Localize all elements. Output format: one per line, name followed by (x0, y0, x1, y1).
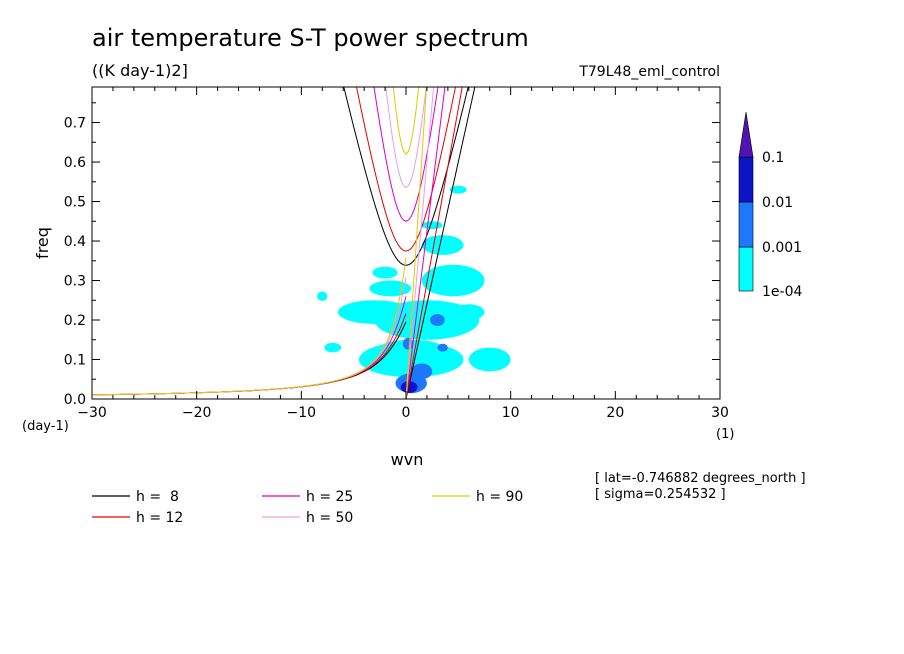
dispersion-curves (92, 87, 476, 399)
chart-units: ((K day-1)2] (92, 61, 188, 80)
x-axis-label: wvn (391, 450, 424, 469)
contour-patch-9 (449, 185, 467, 194)
contour-patch-19 (400, 381, 418, 394)
curve-h8-kelvin (405, 87, 476, 399)
contour-patch-8 (421, 221, 443, 230)
contour-patch-15 (411, 363, 433, 380)
contour-patch-17 (402, 337, 414, 350)
x-tick-label-6: 30 (711, 405, 729, 421)
chart-title: air temperature S-T power spectrum (92, 24, 529, 52)
contour-patch-3 (421, 264, 485, 297)
info-lat: [ lat=-0.746882 degrees_north ] (595, 471, 806, 486)
contour-patch-5 (421, 235, 464, 255)
contour-patch-13 (372, 266, 398, 279)
curve-h25-kelvin (405, 87, 446, 399)
colorbar: 1e-04 0.001 0.01 0.1 (738, 111, 802, 300)
colorbar-label-2: 0.01 (762, 195, 793, 211)
y-tick-label-7: 0.7 (64, 116, 86, 132)
contour-patch-16 (430, 314, 445, 326)
x-tick-label-4: 10 (502, 405, 520, 421)
curve-h50-kelvin (405, 87, 435, 399)
x-tick-label-0: −30 (77, 405, 107, 421)
contour-patches (317, 185, 511, 394)
colorbar-label-1: 0.001 (762, 240, 802, 256)
y-tick-label-2: 0.2 (64, 313, 86, 329)
y-unit-label: (day-1) (22, 419, 69, 434)
axis-ticks: −30 −20 −10 0 10 20 30 0.0 0.1 0.2 0.3 0.4 0.5 0.6 0.7 (64, 87, 729, 421)
colorbar-label-0: 1e-04 (762, 284, 802, 300)
legend-label-h50: h = 50 (306, 510, 353, 526)
contour-patch-2 (337, 300, 412, 324)
x-tick-label-5: 20 (606, 405, 624, 421)
legend-label-h25: h = 25 (306, 489, 353, 505)
contour-patch-12 (453, 304, 485, 321)
colorbar-box-1 (738, 201, 754, 248)
x-unit-label: (1) (716, 427, 734, 442)
y-tick-label-0: 0.0 (64, 392, 86, 408)
contour-patch-6 (468, 347, 511, 372)
contour-patch-11 (324, 342, 342, 353)
curve-h8-ig (343, 87, 469, 266)
y-axis-label: freq (33, 227, 52, 259)
curve-h50-ig (385, 87, 427, 189)
curve-h8-mrg (92, 321, 407, 396)
y-tick-label-6: 0.6 (64, 155, 86, 171)
y-tick-label-4: 0.4 (64, 234, 86, 250)
contour-patch-18 (437, 343, 448, 352)
x-tick-label-3: 0 (402, 405, 411, 421)
curve-h12-kelvin (405, 87, 463, 399)
colorbar-box-0 (738, 246, 754, 292)
curve-h90-kelvin (405, 87, 428, 399)
x-tick-label-2: −10 (287, 405, 317, 421)
legend-label-h90: h = 90 (476, 489, 523, 505)
curve-h90-ig (392, 87, 420, 155)
curve-h50-mrg (92, 276, 407, 396)
curve-legend: h = 8 h = 12 h = 25 h = 50 h = 90 (92, 489, 523, 526)
legend-label-h12: h = 12 (136, 510, 183, 526)
curve-h12-mrg (92, 313, 407, 396)
y-tick-label-3: 0.3 (64, 274, 86, 290)
experiment-label: T79L48_eml_control (578, 64, 720, 80)
curve-h90-mrg (92, 257, 407, 396)
curve-h25-ig (373, 87, 439, 222)
y-tick-label-5: 0.5 (64, 195, 86, 211)
colorbar-box-2 (738, 156, 754, 203)
legend-label-h8: h = 8 (136, 489, 179, 505)
curve-h12-ig (356, 87, 456, 252)
colorbar-arrow (738, 111, 754, 158)
contour-patch-10 (317, 291, 328, 302)
y-tick-label-1: 0.1 (64, 353, 86, 369)
info-sigma: [ sigma=0.254532 ] (595, 487, 726, 502)
colorbar-label-3: 0.1 (762, 150, 784, 166)
x-tick-label-1: −20 (182, 405, 212, 421)
